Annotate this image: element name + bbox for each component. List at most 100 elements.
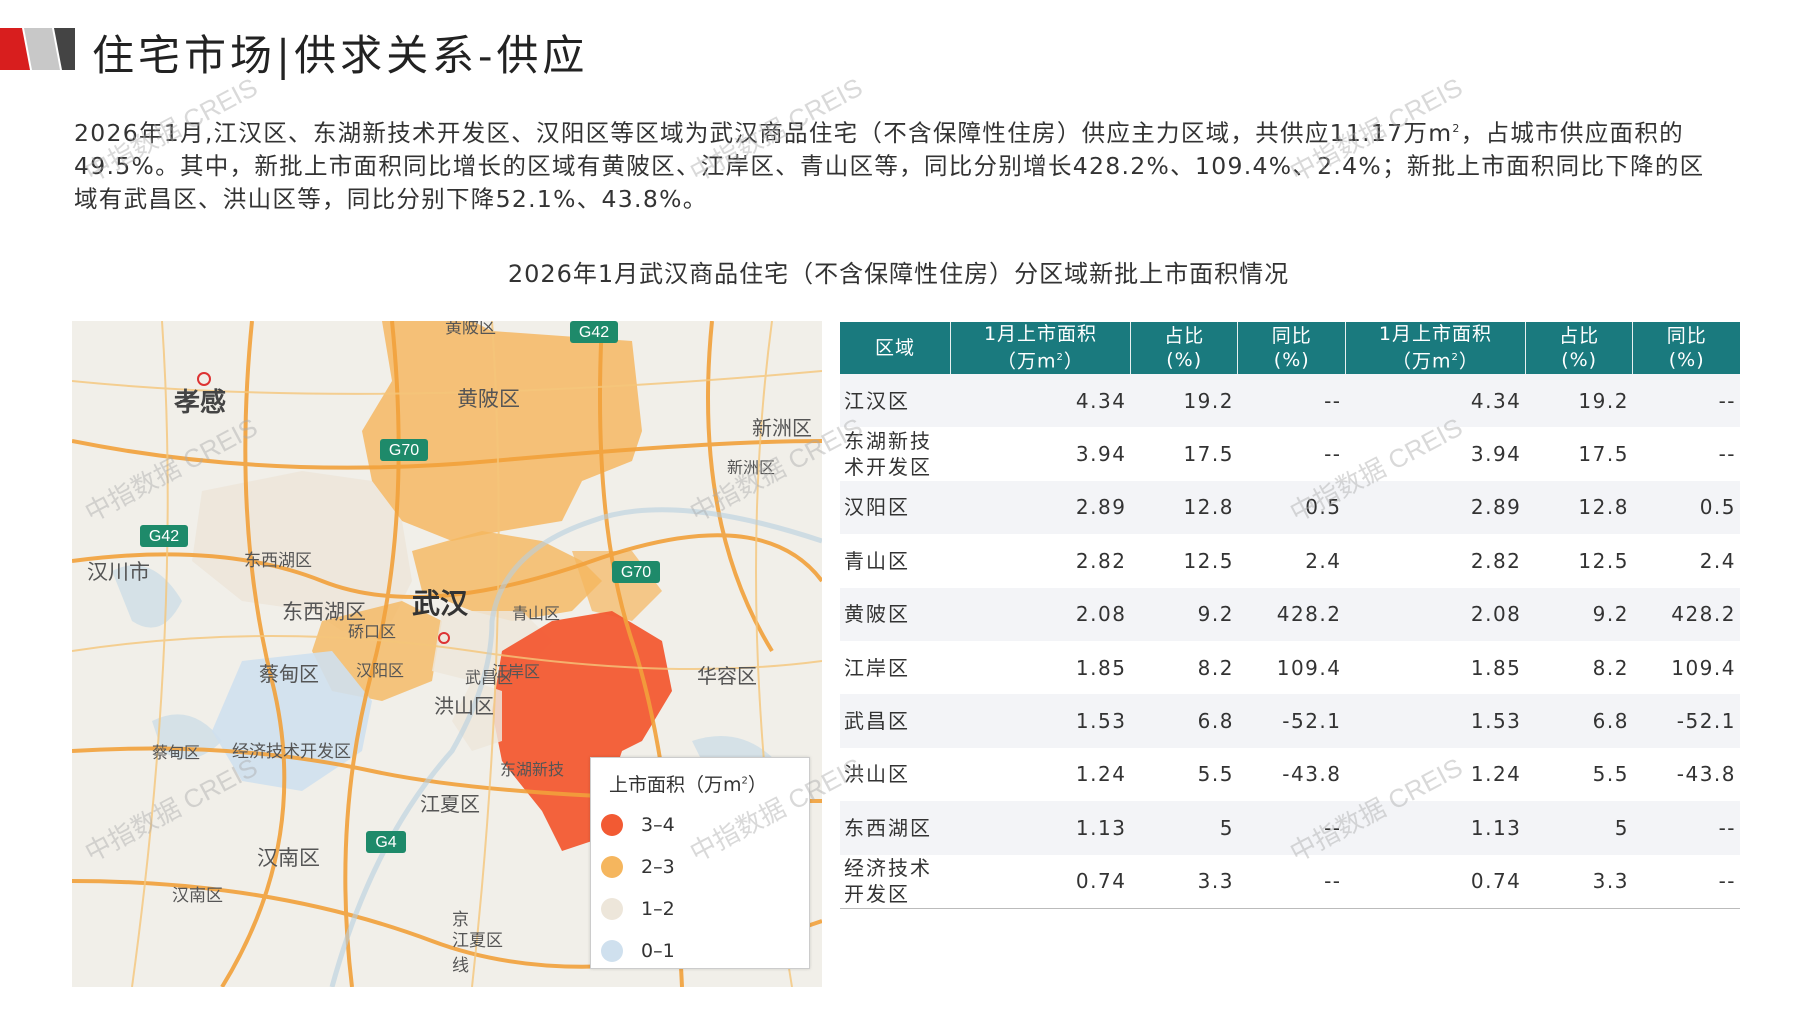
cell-area-2: 0.74 — [1345, 854, 1526, 909]
cell-yoy-2: -- — [1632, 801, 1740, 855]
table-row: 黄陂区 2.08 9.2 428.2 2.08 9.2 428.2 — [840, 587, 1740, 641]
svg-text:蔡甸区: 蔡甸区 — [152, 743, 200, 762]
cell-area: 2.08 — [950, 587, 1131, 641]
cell-yoy: -43.8 — [1282, 762, 1342, 787]
svg-text:G42: G42 — [149, 528, 179, 545]
cell-yoy: -- — [1237, 801, 1346, 855]
cell-yoy: 0.5 — [1237, 480, 1346, 535]
cell-share: 17.5 — [1183, 442, 1234, 467]
svg-text:黄陂区: 黄陂区 — [445, 321, 496, 338]
page-title: 住宅市场|供求关系-供应 — [92, 31, 589, 80]
cell-region: 黄陂区 — [840, 587, 951, 641]
svg-text:东西湖区: 东西湖区 — [282, 600, 366, 624]
cell-area-2: 2.89 — [1345, 480, 1526, 535]
supply-table: 区域 1月上市面积 （万m2） 占比 (%) 同比 (%) 1月上市面积 （万m2） 占… — [840, 322, 1740, 909]
legend-item: 0–1 — [601, 936, 675, 966]
svg-text:G70: G70 — [389, 442, 419, 459]
svg-text:江夏区: 江夏区 — [420, 792, 480, 816]
cell-yoy-2: 428.2 — [1632, 587, 1740, 641]
col-header-share: 占比 (%) — [1130, 322, 1239, 374]
summary-paragraph: 2026年1月,江汉区、东湖新技术开发区、汉阳区等区域为武汉商品住宅（不含保障性… — [74, 118, 1705, 213]
cell-area: 1.53 — [950, 694, 1131, 748]
svg-text:京: 京 — [452, 910, 469, 930]
cell-yoy: -- — [1237, 374, 1346, 428]
cell-region: 江岸区 — [844, 655, 910, 680]
cell-yoy: -- — [1324, 442, 1342, 467]
cell-yoy-2: -- — [1632, 854, 1740, 909]
svg-text:武昌区: 武昌区 — [465, 668, 513, 687]
cell-area-2: 1.53 — [1345, 694, 1526, 748]
col-header-region: 区域 — [840, 322, 952, 374]
cell-region: 东湖新技术开发区 — [844, 429, 932, 480]
col-header-share-2: 占比 (%) — [1525, 322, 1634, 374]
svg-text:G42: G42 — [579, 324, 609, 341]
cell-area-2: 1.85 — [1470, 655, 1522, 680]
cell-region: 江汉区 — [840, 374, 951, 428]
cell-share-2: 12.5 — [1578, 548, 1629, 573]
cell-share: 12.5 — [1183, 548, 1234, 573]
svg-text:青山区: 青山区 — [512, 604, 560, 623]
svg-text:汉南区: 汉南区 — [172, 886, 223, 906]
cell-share-2: 3.3 — [1525, 854, 1633, 909]
cell-share-2: 9.2 — [1525, 587, 1633, 641]
svg-text:G70: G70 — [621, 564, 651, 581]
svg-text:线: 线 — [452, 956, 469, 976]
svg-text:孝感: 孝感 — [174, 387, 226, 418]
table-row: 汉阳区 2.89 12.8 0.5 2.89 12.8 0.5 — [840, 480, 1740, 535]
svg-text:蔡甸区: 蔡甸区 — [259, 662, 319, 686]
table-row: 东湖新技术开发区 3.94 17.5 -- 3.94 17.5 -- — [840, 427, 1740, 480]
cell-share-2: 19.2 — [1525, 374, 1633, 428]
cell-region: 武昌区 — [840, 694, 951, 748]
cell-region: 东西湖区 — [840, 801, 951, 855]
cell-area: 4.34 — [950, 374, 1131, 428]
cell-area: 0.74 — [950, 854, 1131, 909]
svg-text:汉南区: 汉南区 — [257, 846, 320, 870]
cell-share-2: 5 — [1525, 801, 1633, 855]
col-header-yoy: 同比 (%) — [1237, 322, 1346, 374]
cell-area-2: 2.82 — [1470, 548, 1522, 573]
col-header-area-2: 1月上市面积 （万m2） — [1345, 322, 1526, 374]
table-header-row: 区域 1月上市面积 （万m2） 占比 (%) 同比 (%) 1月上市面积 （万m2） 占… — [840, 322, 1740, 374]
cell-area: 1.24 — [1075, 762, 1127, 787]
svg-text:东西湖区: 东西湖区 — [244, 551, 312, 571]
huangpi-region — [362, 321, 642, 541]
cell-share: 6.8 — [1130, 694, 1238, 748]
cell-area-2: 3.94 — [1470, 442, 1522, 467]
cell-area-2: 2.08 — [1345, 587, 1526, 641]
cell-share: 9.2 — [1130, 587, 1238, 641]
cell-share: 5.5 — [1197, 762, 1234, 787]
svg-text:汉阳区: 汉阳区 — [356, 661, 404, 680]
cell-share: 19.2 — [1130, 374, 1238, 428]
table-row: 经济技术开发区 0.74 3.3 -- 0.74 3.3 -- — [840, 854, 1740, 909]
cell-share-2: 8.2 — [1592, 655, 1629, 680]
svg-text:江夏区: 江夏区 — [452, 931, 503, 951]
legend-item: 2–3 — [601, 852, 675, 882]
shield-g70-right — [612, 561, 660, 583]
shield-g70-left — [380, 439, 428, 461]
svg-text:华容区: 华容区 — [697, 664, 757, 688]
cell-region: 青山区 — [844, 548, 910, 573]
table-row: 洪山区 1.24 5.5 -43.8 1.24 5.5 -43.8 — [840, 748, 1740, 801]
svg-text:黄陂区: 黄陂区 — [457, 387, 520, 411]
cell-region: 经济技术开发区 — [840, 854, 951, 909]
svg-text:G4: G4 — [375, 834, 396, 851]
svg-text:武汉: 武汉 — [412, 587, 469, 620]
svg-text:汉川市: 汉川市 — [87, 560, 150, 584]
cell-region: 洪山区 — [844, 762, 910, 787]
cell-area: 1.85 — [1075, 655, 1127, 680]
chart-title: 2026年1月武汉商品住宅（不含保障性住房）分区域新批上市面积情况 — [507, 260, 1290, 288]
cell-area: 1.13 — [950, 801, 1131, 855]
cell-share-2: 5.5 — [1592, 762, 1629, 787]
legend-item: 3–4 — [601, 810, 675, 840]
hongshan-region — [452, 681, 502, 751]
cell-share: 3.3 — [1130, 854, 1238, 909]
cell-area-2: 1.24 — [1470, 762, 1522, 787]
svg-text:东湖新技: 东湖新技 — [500, 760, 564, 779]
cell-yoy-2: -43.8 — [1676, 762, 1736, 787]
svg-text:洪山区: 洪山区 — [434, 694, 494, 718]
svg-text:新洲区: 新洲区 — [752, 416, 812, 440]
cell-share-2: 12.8 — [1525, 480, 1633, 535]
header-logo-shape — [0, 28, 75, 70]
legend-swatch — [601, 940, 623, 962]
svg-text:江岸区: 江岸区 — [492, 662, 540, 681]
